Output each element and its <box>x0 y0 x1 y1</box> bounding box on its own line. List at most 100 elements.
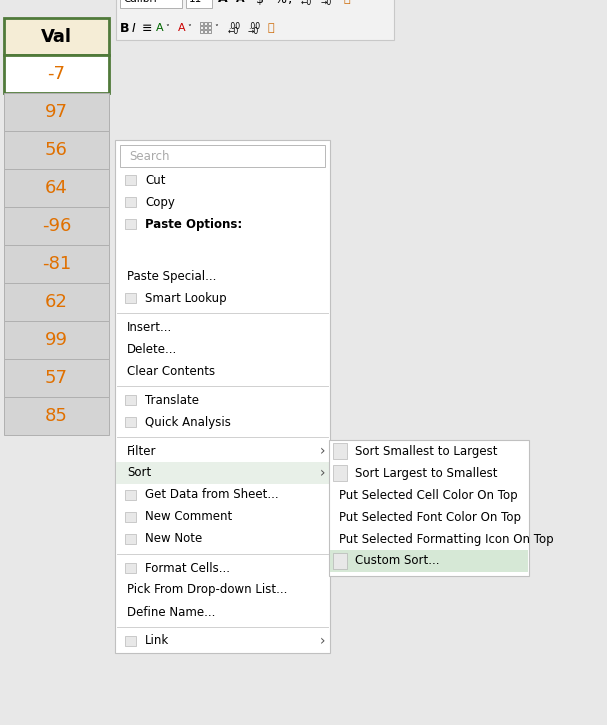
Text: Get Data from Sheet...: Get Data from Sheet... <box>145 489 279 502</box>
Text: Define Name...: Define Name... <box>127 605 215 618</box>
Bar <box>204 26 207 29</box>
Text: Link: Link <box>145 634 169 647</box>
Bar <box>120 145 325 167</box>
Bar <box>125 293 136 303</box>
Bar <box>208 26 211 29</box>
Text: Paste Options:: Paste Options: <box>145 218 242 231</box>
Text: 99: 99 <box>45 331 68 349</box>
Bar <box>4 245 109 283</box>
Text: New Comment: New Comment <box>145 510 232 523</box>
Text: →0: →0 <box>248 27 259 36</box>
Text: -81: -81 <box>42 255 71 273</box>
Text: I: I <box>132 22 136 35</box>
Bar <box>4 55 109 93</box>
Bar <box>200 30 203 33</box>
Bar <box>4 18 109 55</box>
Text: ←0: ←0 <box>301 0 312 7</box>
Bar <box>200 26 203 29</box>
Text: A: A <box>236 0 245 4</box>
Text: Custom Sort...: Custom Sort... <box>355 555 439 568</box>
Text: Insert...: Insert... <box>127 320 172 334</box>
Text: Paste Special...: Paste Special... <box>127 270 216 283</box>
Text: →0: →0 <box>321 0 332 7</box>
Text: 97: 97 <box>45 103 68 121</box>
Text: ˅: ˅ <box>214 23 218 33</box>
Text: ˅: ˅ <box>165 23 169 33</box>
Text: Format Cells...: Format Cells... <box>145 561 230 574</box>
Text: 85: 85 <box>45 407 68 425</box>
Text: ≡: ≡ <box>142 22 152 35</box>
Text: ˅: ˅ <box>187 23 191 33</box>
Bar <box>4 321 109 359</box>
Text: 🖌: 🖌 <box>268 23 274 33</box>
Text: Put Selected Font Color On Top: Put Selected Font Color On Top <box>339 510 521 523</box>
Bar <box>4 169 109 207</box>
Bar <box>125 219 136 229</box>
Bar <box>125 534 136 544</box>
Text: .00: .00 <box>228 22 240 30</box>
Text: A: A <box>178 23 186 33</box>
Text: ˅: ˅ <box>264 0 268 4</box>
Text: Smart Lookup: Smart Lookup <box>145 291 226 304</box>
Bar <box>125 512 136 522</box>
Text: Cut: Cut <box>145 173 166 186</box>
Bar <box>200 22 203 25</box>
Text: Put Selected Formatting Icon On Top: Put Selected Formatting Icon On Top <box>339 532 554 545</box>
Text: Val: Val <box>41 28 72 46</box>
Bar <box>204 30 207 33</box>
Bar <box>125 636 136 646</box>
Text: New Note: New Note <box>145 532 202 545</box>
Text: A: A <box>156 23 164 33</box>
Text: Quick Analysis: Quick Analysis <box>145 415 231 428</box>
Text: ›: › <box>320 444 325 458</box>
Text: Sort Smallest to Largest: Sort Smallest to Largest <box>355 444 498 457</box>
Bar <box>4 93 109 131</box>
Text: A: A <box>218 0 228 4</box>
Text: Filter: Filter <box>127 444 157 457</box>
Text: .00: .00 <box>248 22 260 30</box>
Text: Sort: Sort <box>127 466 151 479</box>
Text: ›: › <box>320 466 325 480</box>
Text: -96: -96 <box>42 217 71 235</box>
Text: Translate: Translate <box>145 394 199 407</box>
Bar <box>333 553 347 569</box>
Text: ˅: ˅ <box>174 0 178 4</box>
Bar <box>330 550 528 572</box>
Bar <box>333 465 347 481</box>
Text: Search: Search <box>129 149 169 162</box>
Text: %: % <box>274 0 286 6</box>
Text: 62: 62 <box>45 293 68 311</box>
Bar <box>4 131 109 169</box>
Bar <box>125 197 136 207</box>
Bar <box>4 397 109 435</box>
Text: Copy: Copy <box>145 196 175 209</box>
Bar <box>115 140 330 653</box>
Bar <box>4 359 109 397</box>
Bar <box>116 0 394 40</box>
Text: B: B <box>120 22 129 35</box>
Bar <box>125 417 136 427</box>
Text: ˅: ˅ <box>244 0 248 4</box>
Text: Pick From Drop-down List...: Pick From Drop-down List... <box>127 584 287 597</box>
Text: .00: .00 <box>301 0 313 1</box>
Text: Sort Largest to Smallest: Sort Largest to Smallest <box>355 466 498 479</box>
Text: Put Selected Cell Color On Top: Put Selected Cell Color On Top <box>339 489 518 502</box>
Bar <box>125 490 136 500</box>
Bar <box>333 443 347 459</box>
Text: Clear Contents: Clear Contents <box>127 365 215 378</box>
Text: 64: 64 <box>45 179 68 197</box>
Bar <box>4 207 109 245</box>
Bar <box>116 462 329 484</box>
Text: $: $ <box>256 0 264 6</box>
Text: ˅: ˅ <box>204 0 208 4</box>
Text: 57: 57 <box>45 369 68 387</box>
Text: -7: -7 <box>47 65 66 83</box>
Text: ←0: ←0 <box>228 27 239 36</box>
Text: ,: , <box>288 0 293 5</box>
Bar <box>125 175 136 185</box>
Bar <box>208 30 211 33</box>
Bar <box>4 283 109 321</box>
Bar <box>186 0 212 8</box>
Bar <box>204 22 207 25</box>
Bar <box>125 563 136 573</box>
